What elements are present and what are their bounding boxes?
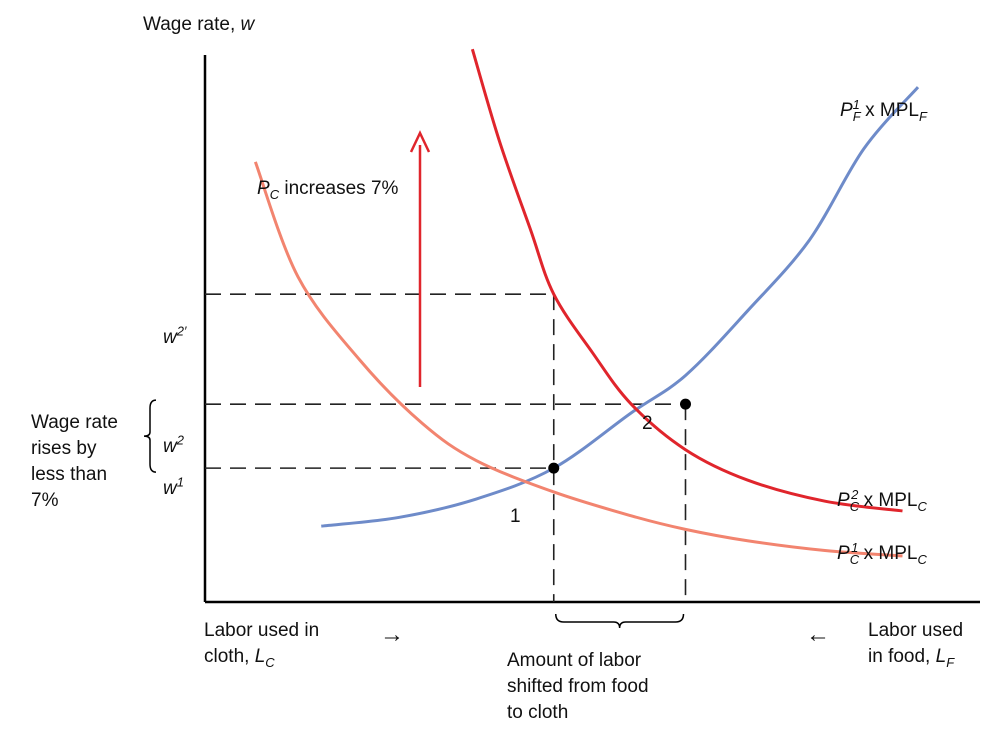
equilibrium-points [548, 398, 691, 474]
wage-rises-annotation: Wage rate rises by less than 7% [31, 410, 118, 514]
point-1 [548, 462, 560, 474]
y-axis-title: Wage rate, w [143, 14, 255, 35]
curve-pc1-mplc [253, 161, 903, 558]
shift-line-2: shifted from food [507, 676, 649, 697]
lc-line-2: cloth, LC [204, 646, 275, 670]
shift-arrow [409, 130, 431, 387]
w2-label: w2 [163, 432, 184, 457]
curve-pf-mplf [321, 86, 920, 528]
pc1-curve-label: PC1 x MPLC [837, 539, 927, 567]
w2-prime-label: w2′ [163, 323, 187, 348]
rises-line-2: rises by [31, 438, 97, 459]
bottom-brace [555, 613, 685, 629]
lc-line-1: Labor used in [204, 620, 320, 641]
dashed-guides [205, 293, 687, 602]
left-brace [143, 399, 157, 473]
shift-line-1: Amount of labor [507, 650, 642, 671]
x-label-cloth: Labor used in cloth, LC [204, 618, 319, 670]
point-2-label: 2 [642, 413, 653, 434]
curves [253, 48, 920, 558]
rises-line-1: Wage rate [31, 412, 118, 433]
pf-curve-label: PF1 x MPLF [840, 96, 927, 124]
axes [203, 55, 980, 604]
x-label-food: Labor used in food, LF [868, 618, 963, 670]
point-1-label: 1 [510, 506, 521, 527]
braces [143, 399, 685, 629]
arrow-right-icon: → [380, 621, 404, 648]
arrow-left-icon: ← [806, 621, 830, 648]
curve-pc2-mplc [470, 48, 903, 513]
w1-label: w1 [163, 474, 184, 499]
lf-line-2: in food, LF [868, 646, 955, 670]
lf-line-1: Labor used [868, 620, 964, 641]
rises-line-4: 7% [31, 490, 59, 511]
labor-shift-annotation: Amount of labor shifted from food to clo… [507, 648, 649, 726]
point-2 [680, 398, 691, 410]
rises-line-3: less than [31, 464, 108, 485]
pc-increase-label: PC increases 7% [257, 178, 399, 202]
pc2-curve-label: PC2 x MPLC [837, 486, 927, 514]
shift-line-3: to cloth [507, 702, 569, 723]
shift-arrow-head [409, 130, 431, 153]
